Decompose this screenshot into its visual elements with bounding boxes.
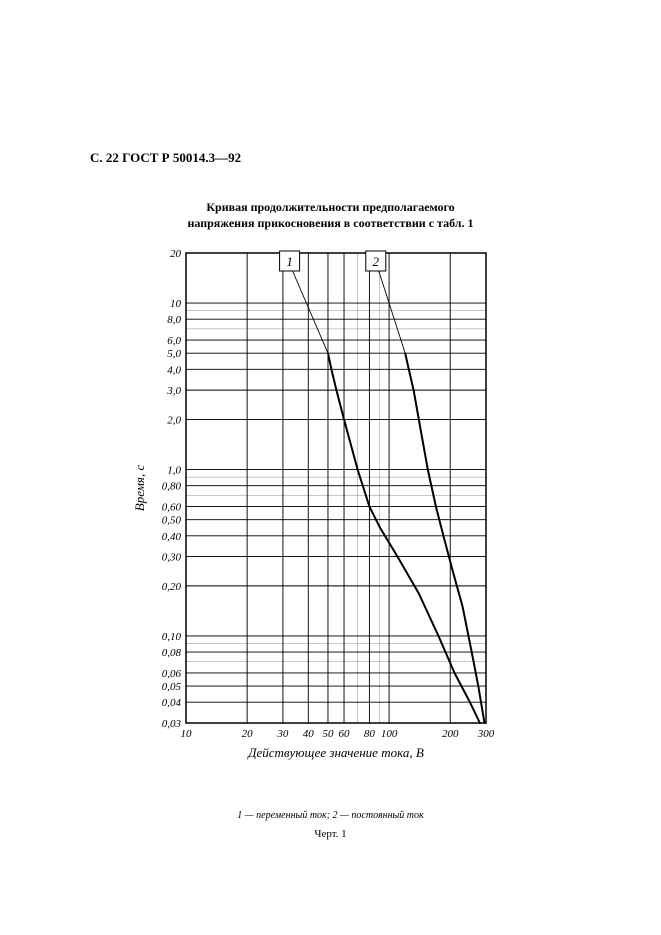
y-tick-label: 3,0 — [166, 385, 181, 397]
y-tick-label: 0,40 — [162, 531, 182, 543]
page-header: С. 22 ГОСТ Р 50014.3—92 — [90, 150, 241, 166]
y-tick-label: 0,03 — [162, 718, 182, 730]
y-axis-label: Время, с — [132, 465, 147, 512]
figure-number: Черт. 1 — [0, 828, 661, 840]
y-tick-label: 4,0 — [167, 364, 181, 376]
legend: 1 — переменный ток; 2 — постоянный ток — [0, 810, 661, 821]
x-tick-label: 200 — [442, 728, 459, 740]
x-tick-label: 60 — [339, 728, 351, 740]
y-tick-label: 0,20 — [162, 581, 182, 593]
y-tick-label: 10 — [170, 298, 182, 310]
title-line-2: напряжения прикосновения в соответствии … — [187, 216, 473, 230]
y-tick-label: 2,0 — [167, 414, 181, 426]
chart-title: Кривая продолжительности предполагаемого… — [0, 200, 661, 231]
title-line-1: Кривая продолжительности предполагаемого — [206, 200, 454, 214]
y-tick-label: 5,0 — [167, 348, 181, 360]
x-tick-label: 10 — [181, 728, 193, 740]
y-tick-label: 0,08 — [162, 647, 182, 659]
series-callout-label: 1 — [286, 254, 293, 269]
y-tick-label: 1,0 — [167, 465, 181, 477]
x-tick-label: 40 — [303, 728, 315, 740]
y-tick-label: 8,0 — [167, 314, 181, 326]
y-tick-label: 0,06 — [162, 668, 182, 680]
x-tick-label: 50 — [322, 728, 334, 740]
y-tick-label: 20 — [170, 248, 182, 260]
chart: 0,03 0,04 0,050,06 0,08 0,10 0,20 0,30 0,40 0,50… — [130, 245, 510, 785]
x-axis-label: Действующее значение тока, В — [246, 745, 424, 760]
x-tick-label: 20 — [242, 728, 254, 740]
x-tick-label: 80 — [364, 728, 376, 740]
y-tick-label: 0,10 — [162, 631, 182, 643]
y-tick-label: 0,30 — [162, 552, 182, 564]
y-tick-label: 0,50 — [162, 515, 182, 527]
x-tick-label: 30 — [276, 728, 289, 740]
x-tick-label: 100 — [381, 728, 398, 740]
y-tick-label: 0,05 — [162, 681, 182, 693]
y-tick-label: 0,04 — [162, 697, 182, 709]
y-tick-label: 6,0 — [167, 335, 181, 347]
y-tick-label: 0,60 — [162, 501, 182, 513]
series-callout-label: 2 — [373, 254, 380, 269]
y-tick-label: 0,80 — [162, 481, 182, 493]
x-tick-label: 300 — [477, 728, 495, 740]
